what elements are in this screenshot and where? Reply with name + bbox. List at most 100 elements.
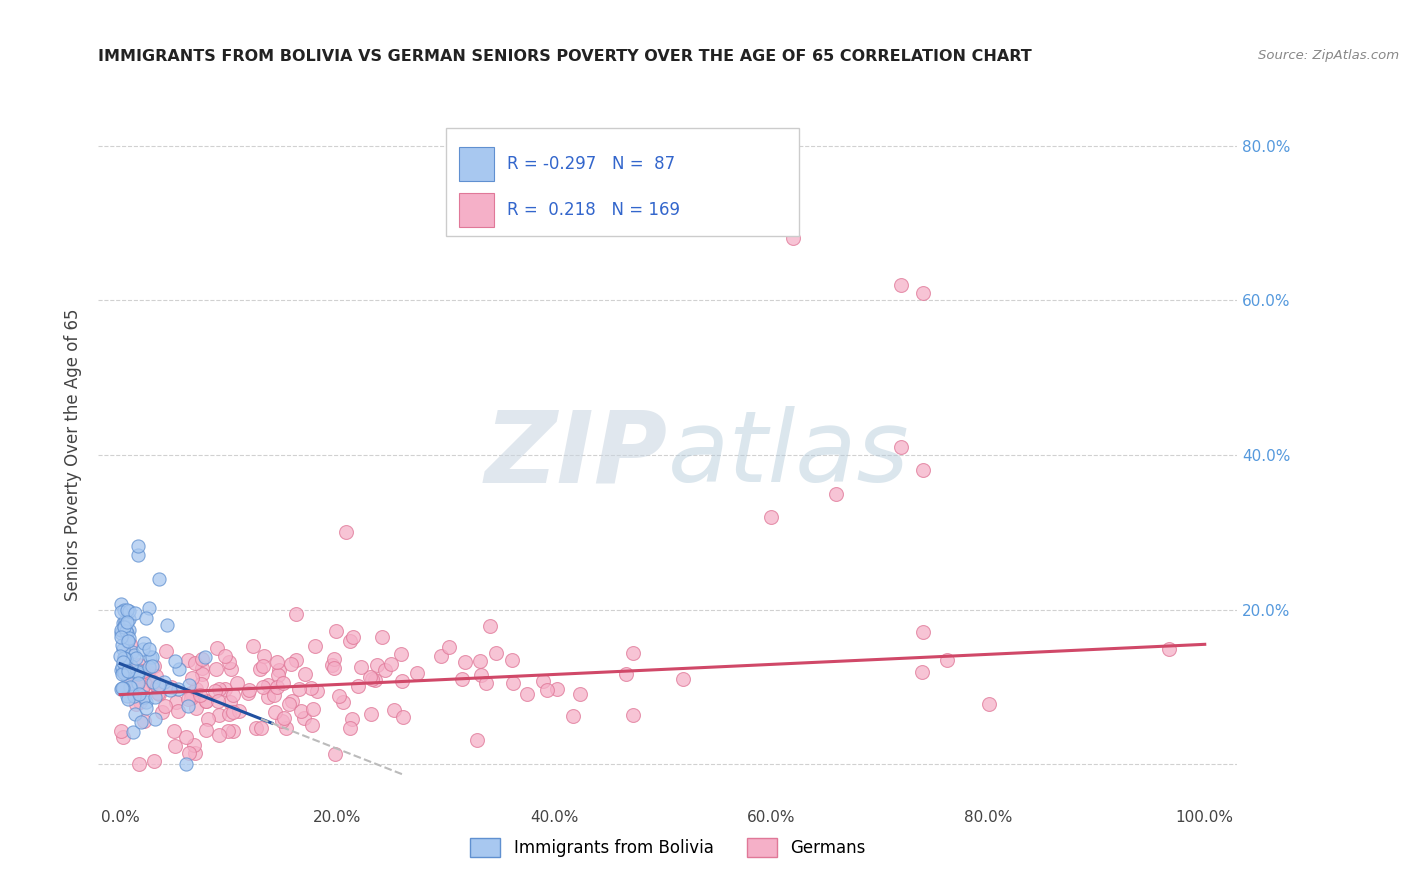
Point bbox=[238, 683, 260, 698]
Point bbox=[177, 746, 200, 760]
Point bbox=[180, 686, 202, 700]
Point bbox=[405, 665, 427, 680]
Point bbox=[111, 659, 134, 673]
Point bbox=[153, 675, 176, 690]
Point bbox=[451, 672, 474, 686]
Point bbox=[305, 684, 328, 698]
Point bbox=[208, 708, 231, 723]
Point bbox=[392, 710, 415, 724]
Point bbox=[127, 676, 149, 690]
Point bbox=[373, 663, 395, 677]
Point bbox=[186, 701, 208, 715]
Legend: Immigrants from Bolivia, Germans: Immigrants from Bolivia, Germans bbox=[464, 831, 872, 864]
Point bbox=[207, 640, 229, 655]
Point bbox=[132, 714, 155, 728]
Point bbox=[191, 652, 214, 666]
Point bbox=[128, 664, 150, 678]
Point bbox=[136, 665, 159, 679]
Point bbox=[264, 706, 287, 720]
Point bbox=[115, 625, 138, 640]
Point bbox=[214, 681, 236, 696]
Point bbox=[979, 697, 1001, 711]
Point bbox=[328, 689, 350, 703]
Point bbox=[148, 687, 170, 701]
Text: atlas: atlas bbox=[668, 407, 910, 503]
Point bbox=[183, 738, 205, 752]
Point bbox=[621, 708, 644, 723]
Point bbox=[111, 638, 134, 652]
Point bbox=[125, 697, 148, 711]
Point bbox=[332, 695, 354, 709]
Point bbox=[190, 688, 212, 702]
Point bbox=[222, 688, 245, 702]
Point bbox=[143, 690, 166, 705]
Point bbox=[249, 721, 271, 735]
Point bbox=[364, 673, 387, 687]
Text: R = -0.297   N =  87: R = -0.297 N = 87 bbox=[508, 155, 675, 173]
Point bbox=[759, 509, 782, 524]
Point bbox=[174, 757, 197, 772]
Point bbox=[181, 687, 204, 701]
Point bbox=[299, 681, 322, 695]
Point bbox=[115, 652, 138, 666]
Point bbox=[112, 619, 135, 633]
Point bbox=[117, 665, 139, 679]
Point bbox=[148, 678, 170, 692]
Point bbox=[183, 746, 205, 760]
Point bbox=[176, 692, 198, 706]
Bar bbox=[460, 194, 494, 227]
Point bbox=[184, 656, 207, 670]
Point bbox=[339, 634, 361, 648]
Point bbox=[236, 686, 259, 700]
Point bbox=[267, 663, 290, 677]
Text: ZIP: ZIP bbox=[485, 407, 668, 503]
Point bbox=[323, 747, 346, 761]
Point bbox=[167, 681, 190, 696]
Point bbox=[159, 680, 181, 694]
Point bbox=[430, 649, 453, 664]
Point bbox=[562, 709, 585, 723]
Point bbox=[139, 649, 162, 664]
Point bbox=[217, 723, 239, 738]
Point bbox=[115, 624, 138, 639]
Point bbox=[197, 712, 219, 726]
Point bbox=[890, 277, 912, 292]
Point bbox=[288, 681, 311, 696]
Point bbox=[180, 691, 202, 706]
Point bbox=[531, 673, 554, 688]
Point bbox=[281, 694, 304, 708]
Point bbox=[135, 701, 157, 715]
Point bbox=[454, 655, 477, 669]
Point bbox=[121, 645, 143, 659]
Point bbox=[195, 693, 218, 707]
Point bbox=[294, 711, 316, 725]
Point bbox=[273, 711, 295, 725]
Point bbox=[150, 705, 173, 719]
Point bbox=[322, 652, 344, 666]
Point bbox=[184, 681, 207, 696]
Point bbox=[322, 661, 344, 675]
Point bbox=[122, 724, 145, 739]
Point bbox=[117, 615, 139, 630]
Point bbox=[191, 661, 214, 675]
Point bbox=[207, 694, 229, 708]
Point bbox=[911, 285, 934, 300]
Point bbox=[163, 739, 186, 753]
Point bbox=[145, 669, 167, 683]
Point bbox=[135, 611, 157, 625]
Point bbox=[218, 706, 240, 721]
Point bbox=[111, 642, 134, 657]
Point bbox=[142, 754, 165, 768]
Point bbox=[124, 706, 146, 721]
Point bbox=[501, 653, 523, 667]
Point bbox=[110, 625, 132, 640]
Point bbox=[263, 688, 285, 702]
Point bbox=[284, 607, 307, 621]
Point bbox=[127, 549, 149, 563]
Point bbox=[219, 662, 242, 676]
Point bbox=[502, 676, 524, 690]
Point bbox=[155, 644, 177, 658]
Point bbox=[110, 648, 132, 663]
Point bbox=[114, 620, 136, 634]
Point bbox=[257, 690, 280, 705]
